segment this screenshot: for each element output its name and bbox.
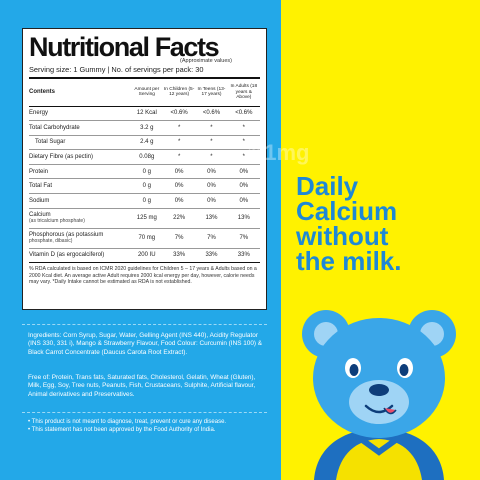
row-adults: 0% bbox=[227, 178, 260, 195]
row-adults: 33% bbox=[227, 248, 260, 264]
ingredients-text: Ingredients: Corn Syrup, Sugar, Water, G… bbox=[28, 332, 263, 356]
row-name: Dietary Fibre (as pectin) bbox=[29, 149, 131, 165]
table-row: Total Sugar 2.4 g * * * bbox=[29, 135, 260, 151]
disclaimers: • This product is not meant to diagnose,… bbox=[28, 418, 268, 434]
row-teens: 13% bbox=[195, 208, 228, 229]
row-amount: 3.2 g bbox=[130, 120, 163, 136]
row-name: Vitamin D (as ergocalciferol) bbox=[29, 248, 131, 264]
rda-footnote: % RDA calculated is based on ICMR 2020 g… bbox=[29, 266, 257, 286]
row-amount: 0.08g bbox=[130, 149, 163, 165]
row-teens: 0% bbox=[195, 178, 228, 195]
disclaimer-line: • This statement has not been approved b… bbox=[28, 427, 216, 433]
table-row: Energy 12 Kcal <0.6% <0.6% <0.6% bbox=[29, 106, 260, 122]
row-name: Calcium (as tricalcium phosphate) bbox=[29, 208, 131, 229]
row-name: Energy bbox=[29, 106, 131, 122]
row-children: 33% bbox=[162, 248, 196, 264]
row-name: Total Fat bbox=[29, 178, 131, 195]
row-name: Protein bbox=[29, 164, 131, 180]
row-teens: * bbox=[195, 149, 228, 165]
table-row: Total Fat 0 g 0% 0% 0% bbox=[29, 178, 260, 195]
row-adults: * bbox=[227, 135, 260, 151]
header-contents: Contents bbox=[29, 79, 131, 107]
row-teens: * bbox=[195, 135, 228, 151]
nutrition-table: Contents Amount per Serving In Children … bbox=[29, 79, 260, 264]
row-children: * bbox=[162, 149, 196, 165]
row-amount: 2.4 g bbox=[130, 135, 163, 151]
header-children: In Children (5-12 years) bbox=[162, 79, 196, 107]
row-adults: 0% bbox=[227, 193, 260, 209]
row-adults: 13% bbox=[227, 208, 260, 229]
table-row: Calcium (as tricalcium phosphate) 125 mg … bbox=[29, 208, 260, 229]
tagline-line: Daily bbox=[296, 171, 359, 201]
row-children: * bbox=[162, 120, 196, 136]
table-row: Vitamin D (as ergocalciferol) 200 IU 33%… bbox=[29, 248, 260, 264]
table-header-row: Contents Amount per Serving In Children … bbox=[29, 79, 260, 107]
nutrition-title: Nutritional Facts bbox=[29, 32, 220, 62]
divider bbox=[22, 412, 267, 413]
row-amount: 70 mg bbox=[130, 228, 163, 249]
row-adults: 7% bbox=[227, 228, 260, 249]
row-name: Phosphorous (as potassium phosphate, diba… bbox=[29, 228, 131, 249]
row-children: * bbox=[162, 135, 196, 151]
row-adults: * bbox=[227, 149, 260, 165]
row-children: <0.6% bbox=[162, 106, 196, 122]
tagline: Daily Calcium without the milk. bbox=[296, 171, 476, 276]
row-amount: 12 Kcal bbox=[130, 106, 163, 122]
row-teens: 7% bbox=[195, 228, 228, 249]
tagline-line: without bbox=[296, 221, 389, 251]
row-teens: 0% bbox=[195, 164, 228, 180]
nutrition-facts-panel: Nutritional Facts (Approximate values) S… bbox=[22, 28, 267, 310]
row-name-sub: phosphate, dibasic) bbox=[29, 238, 73, 245]
row-adults: 0% bbox=[227, 164, 260, 180]
header-teens: In Teens (13-17 years) bbox=[195, 79, 228, 107]
divider bbox=[22, 324, 267, 325]
row-amount: 125 mg bbox=[130, 208, 163, 229]
table-row: Dietary Fibre (as pectin) 0.08g * * * bbox=[29, 149, 260, 165]
row-teens: 33% bbox=[195, 248, 228, 264]
row-name: Total Carbohydrate bbox=[29, 120, 131, 136]
row-teens: 0% bbox=[195, 193, 228, 209]
row-teens: <0.6% bbox=[195, 106, 228, 122]
row-children: 0% bbox=[162, 164, 196, 180]
approx-note: (Approximate values) bbox=[180, 58, 232, 64]
tagline-line: Calcium bbox=[296, 196, 398, 226]
row-amount: 0 g bbox=[130, 178, 163, 195]
disclaimer-line: • This product is not meant to diagnose,… bbox=[28, 419, 227, 425]
row-teens: * bbox=[195, 120, 228, 136]
table-row: Phosphorous (as potassium phosphate, diba… bbox=[29, 228, 260, 249]
row-amount: 0 g bbox=[130, 164, 163, 180]
table-row: Protein 0 g 0% 0% 0% bbox=[29, 164, 260, 180]
row-name-main: Calcium bbox=[29, 212, 51, 219]
row-adults: <0.6% bbox=[227, 106, 260, 122]
serving-line: Serving size: 1 Gummy | No. of servings … bbox=[29, 65, 260, 79]
table-row: Sodium 0 g 0% 0% 0% bbox=[29, 193, 260, 209]
header-adults: In Adults (18 years & Above) bbox=[227, 79, 260, 107]
table-row: Total Carbohydrate 3.2 g * * * bbox=[29, 120, 260, 136]
row-name-main: Phosphorous (as potassium bbox=[29, 232, 104, 239]
bear-mascot-icon bbox=[302, 310, 456, 480]
row-name: Sodium bbox=[29, 193, 131, 209]
row-children: 0% bbox=[162, 178, 196, 195]
row-name-sub: (as tricalcium phosphate) bbox=[29, 218, 85, 225]
watermark: ©1mg bbox=[248, 140, 310, 165]
row-children: 0% bbox=[162, 193, 196, 209]
row-amount: 0 g bbox=[130, 193, 163, 209]
row-amount: 200 IU bbox=[130, 248, 163, 264]
row-adults: * bbox=[227, 120, 260, 136]
free-of-text: Free of: Protein, Trans fats, Saturated … bbox=[28, 374, 256, 398]
header-amount: Amount per Serving bbox=[130, 79, 163, 107]
row-children: 22% bbox=[162, 208, 196, 229]
row-name: Total Sugar bbox=[29, 135, 131, 151]
tagline-line: the milk. bbox=[296, 246, 402, 276]
row-children: 7% bbox=[162, 228, 196, 249]
